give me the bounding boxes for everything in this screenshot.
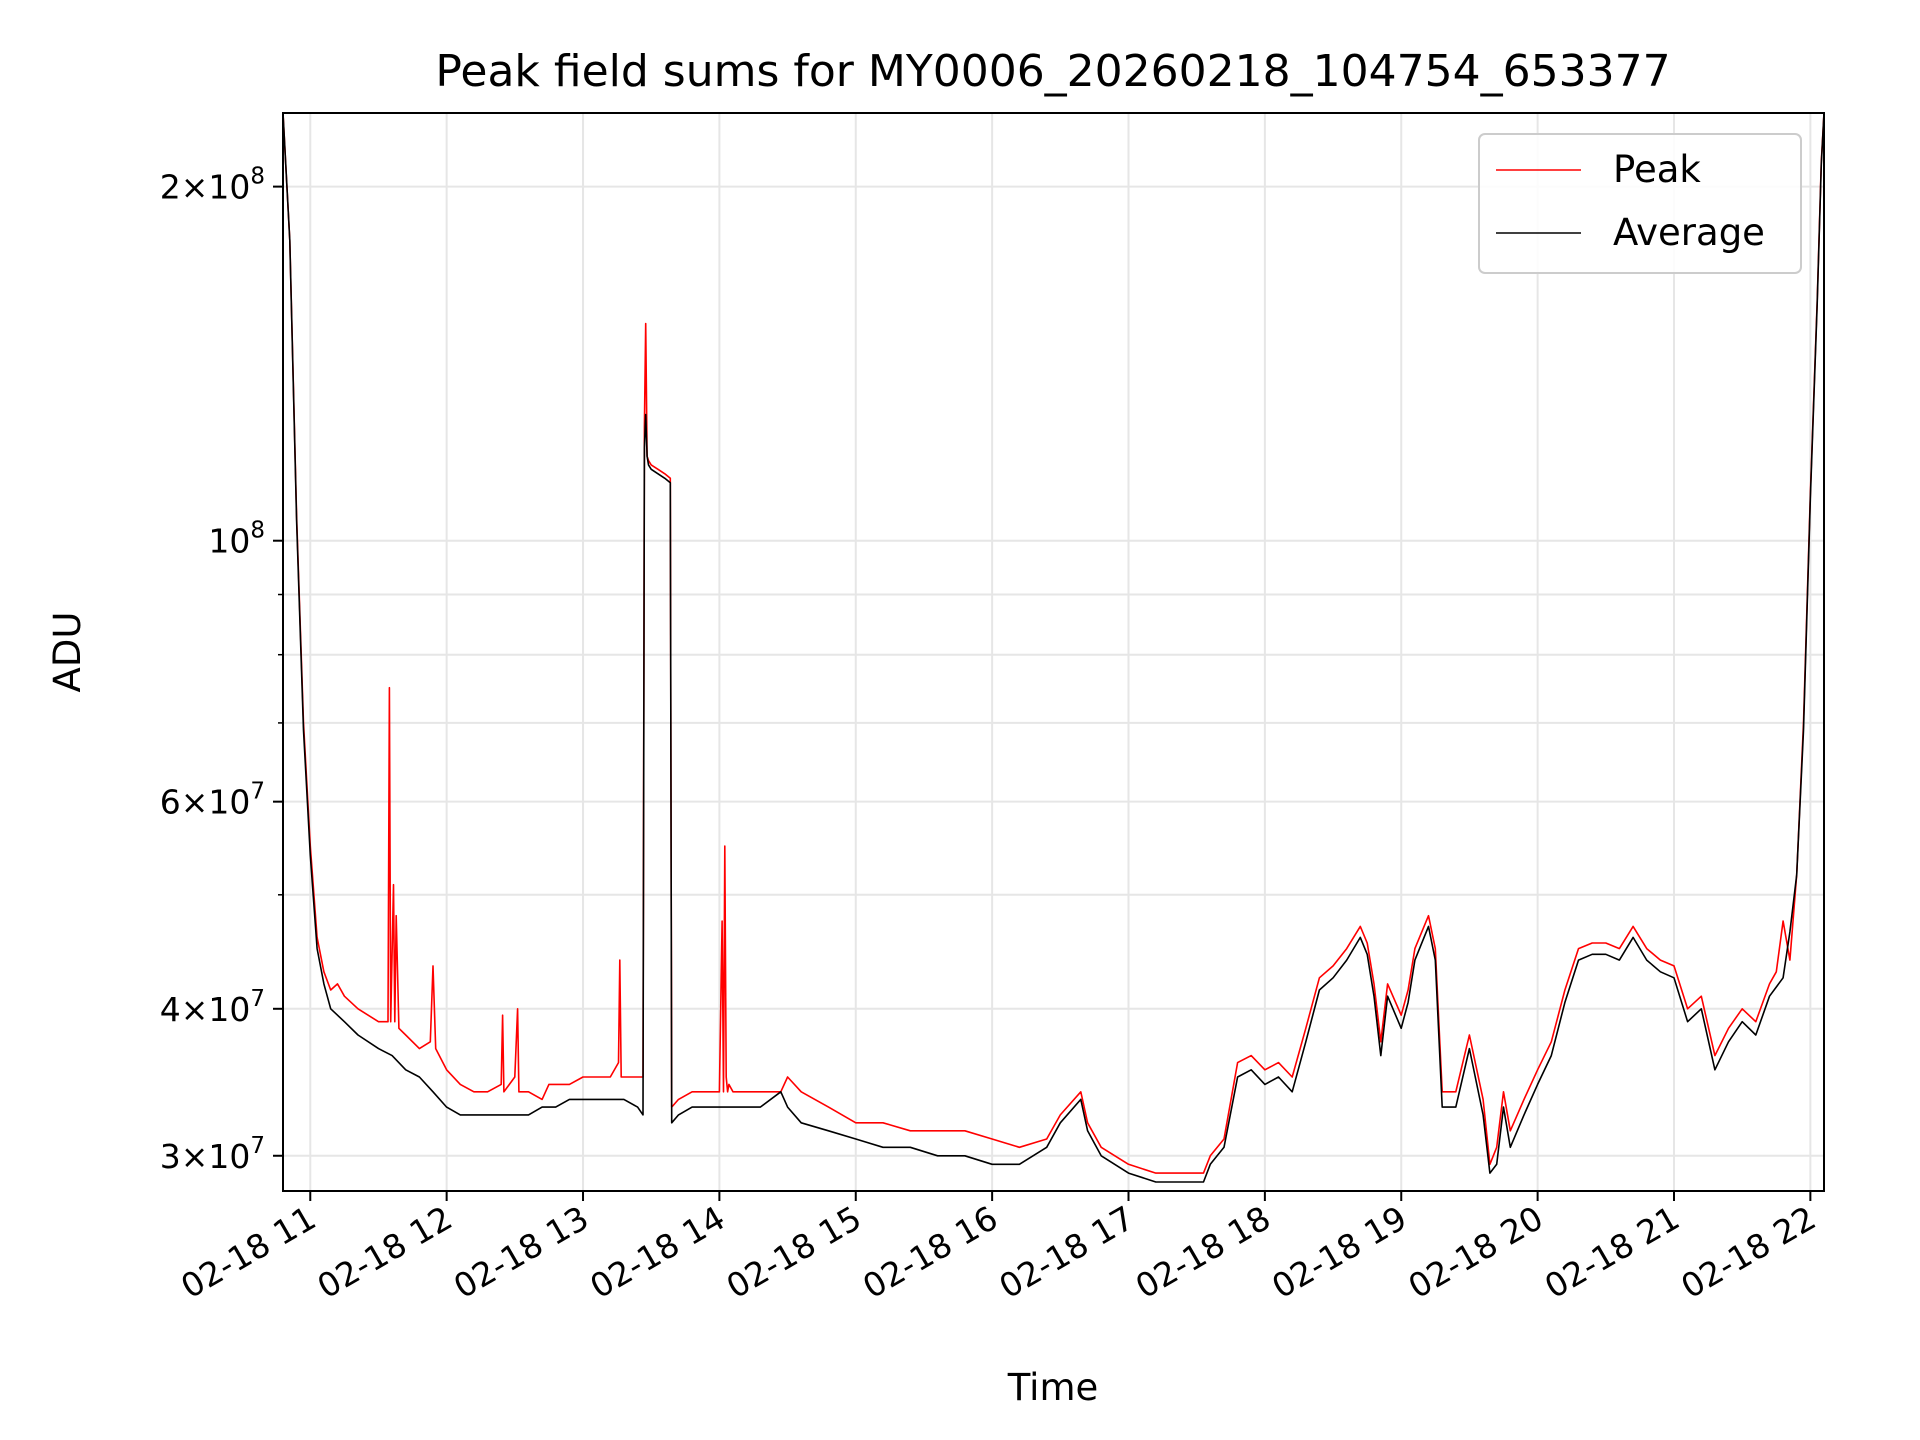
y-axis-label: ADU <box>46 612 89 693</box>
legend-label-peak: Peak <box>1613 148 1701 191</box>
legend: Peak Average <box>1478 133 1802 274</box>
y-tick-label: 3×107 <box>160 1133 265 1176</box>
y-tick-label: 6×107 <box>160 779 265 822</box>
x-axis-label: Time <box>1007 1366 1099 1409</box>
legend-box <box>1478 133 1802 274</box>
series-line-peak <box>283 113 1824 1174</box>
legend-label-average: Average <box>1613 211 1765 254</box>
y-tick-label: 2×108 <box>160 164 265 207</box>
y-tick-label: 108 <box>208 518 265 561</box>
grid-lines <box>283 113 1824 1191</box>
y-tick-label: 4×107 <box>160 986 265 1029</box>
plot-frame <box>282 112 1825 1192</box>
series-line-average <box>283 113 1824 1183</box>
chart-title: Peak field sums for MY0006_20260218_1047… <box>435 46 1670 97</box>
series-lines <box>283 113 1824 1183</box>
